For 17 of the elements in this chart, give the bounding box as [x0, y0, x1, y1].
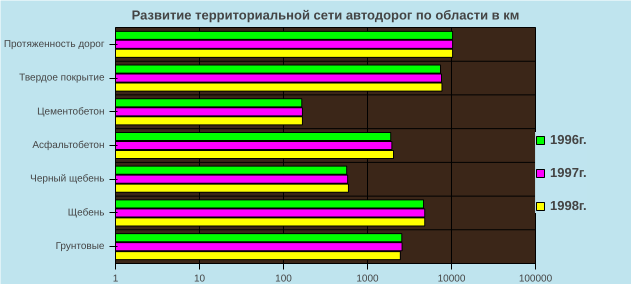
x-tick-label: 1000: [356, 274, 380, 284]
x-tick-label: 1: [112, 274, 119, 284]
x-tick-label: 100: [275, 274, 292, 284]
y-tick-label: Грунтовые: [56, 241, 105, 252]
chart-title: Развитие территориальной сети автодорог по области в км: [132, 8, 520, 22]
legend-label: 1998г.: [550, 198, 587, 213]
y-tick-label: Цементобетон: [37, 106, 104, 118]
y-tick-label: Черный щебень: [30, 174, 105, 185]
x-tick-label: 10000: [438, 274, 466, 284]
legend-label: 1997г.: [550, 165, 587, 180]
y-tick-label: Асфальтобетон: [32, 140, 105, 151]
y-tick-label: Щебень: [68, 207, 104, 218]
x-tick-label: 100000: [518, 274, 553, 284]
y-tick-label: Протяженность дорог: [4, 38, 105, 50]
x-tick-label: 10: [194, 274, 206, 284]
legend-label: 1996г.: [550, 132, 587, 147]
y-tick-label: Твердое покрытие: [19, 72, 105, 84]
